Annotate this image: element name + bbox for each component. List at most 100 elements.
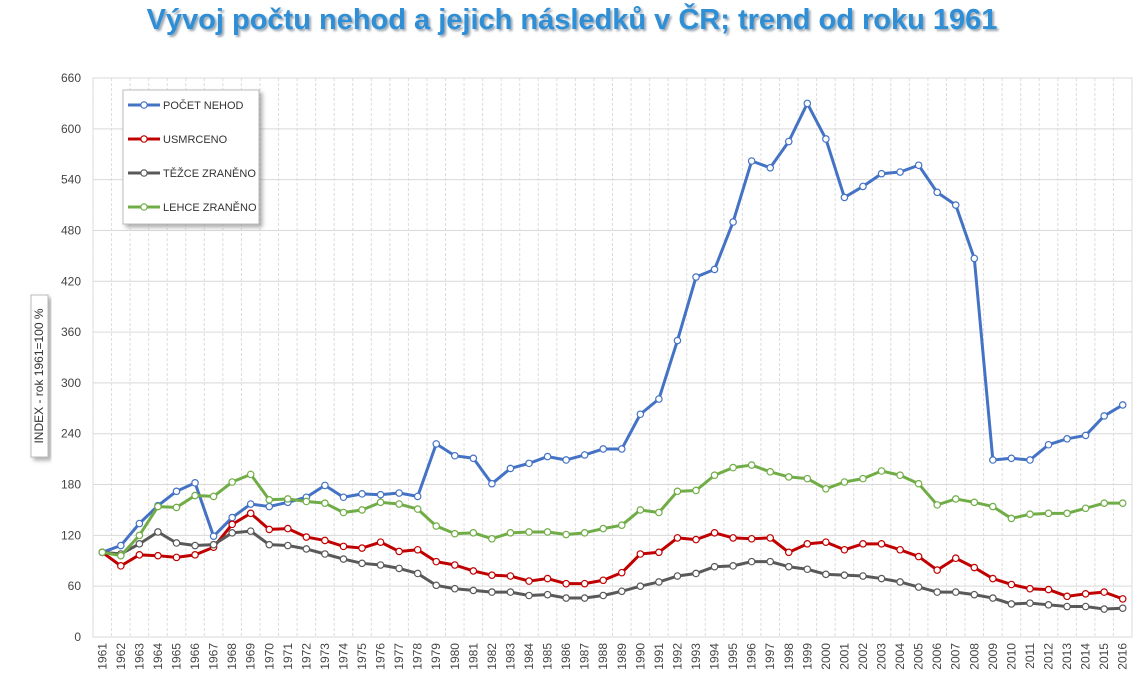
data-point (469, 529, 478, 537)
data-point (525, 459, 533, 468)
chart-title: Vývoj počtu nehod a jejich následků v ČR… (146, 4, 998, 36)
data-point (599, 445, 608, 453)
data-point (432, 557, 441, 566)
x-tick-label: 2010 (1004, 643, 1018, 670)
data-point (896, 168, 904, 176)
data-point (450, 584, 459, 593)
data-point (710, 529, 719, 537)
x-tick-label: 1973 (318, 643, 332, 670)
series-0 (98, 99, 1127, 557)
data-point (358, 506, 366, 514)
data-point (413, 569, 422, 578)
data-point (265, 540, 274, 549)
data-point (117, 551, 125, 560)
x-tick-label: 1961 (95, 643, 109, 670)
data-point (1100, 588, 1108, 596)
data-point (692, 535, 700, 544)
data-point (840, 478, 849, 486)
x-tick-label: 1970 (262, 643, 276, 670)
x-tick-label: 1999 (800, 643, 814, 670)
data-point (265, 502, 274, 511)
data-point (933, 501, 941, 509)
data-point (692, 569, 700, 578)
data-point (154, 528, 162, 536)
data-point (803, 99, 812, 108)
data-point (1081, 431, 1090, 440)
x-tick-label: 1968 (225, 643, 239, 670)
data-point (562, 579, 570, 588)
data-point (617, 568, 626, 577)
data-point (209, 540, 218, 549)
data-point (135, 531, 144, 540)
data-point (432, 440, 441, 448)
data-point (432, 581, 441, 590)
data-point (506, 464, 515, 473)
x-tick-label: 1987 (578, 643, 592, 670)
data-point (599, 576, 608, 585)
data-point (989, 456, 997, 464)
data-point (896, 578, 904, 586)
data-point (246, 500, 255, 508)
data-point (822, 484, 830, 493)
data-point (822, 570, 830, 579)
data-point (302, 533, 311, 541)
data-point (766, 534, 775, 542)
x-tick-label: 1962 (114, 643, 128, 670)
data-point (580, 529, 589, 537)
data-point (970, 254, 979, 263)
x-tick-label: 2001 (837, 643, 851, 670)
data-point (265, 495, 274, 504)
data-point (488, 571, 496, 579)
legend-item: LEHCE ZRANĚNO (128, 201, 257, 214)
data-point (1044, 509, 1053, 518)
data-point (488, 588, 496, 596)
data-point (172, 487, 181, 496)
data-point (580, 594, 589, 602)
data-point (191, 491, 199, 500)
legend-marker (140, 169, 148, 177)
data-point (803, 565, 812, 574)
data-point (358, 559, 366, 568)
data-point (1044, 585, 1053, 594)
data-point (1007, 454, 1016, 463)
data-point (784, 548, 793, 557)
data-point (525, 528, 533, 536)
x-tick-label: 1998 (782, 643, 796, 670)
x-tick-label: 2004 (893, 643, 907, 670)
data-point (636, 550, 645, 558)
data-point (339, 555, 348, 563)
data-point (562, 594, 570, 602)
data-point (228, 520, 236, 529)
data-point (1026, 510, 1034, 518)
data-point (543, 590, 552, 599)
x-tick-label: 1988 (596, 643, 610, 670)
data-point (877, 574, 886, 583)
y-tick-label: 660 (61, 71, 81, 85)
data-point (710, 562, 719, 571)
data-point (655, 578, 663, 586)
data-point (358, 490, 366, 498)
data-point (692, 486, 700, 495)
data-point (784, 473, 793, 481)
data-point (655, 508, 663, 517)
data-point (859, 182, 867, 191)
data-point (710, 265, 719, 274)
data-point (970, 590, 979, 599)
data-point (450, 451, 459, 460)
data-point (636, 506, 645, 514)
data-point (321, 499, 329, 507)
data-point (636, 410, 645, 419)
x-tick-label: 1977 (392, 643, 406, 670)
x-tick-label: 1979 (429, 643, 443, 670)
legend-label: POČET NEHOD (163, 99, 244, 112)
data-point (543, 574, 552, 583)
data-point (358, 544, 366, 552)
x-tick-label: 2013 (1060, 643, 1074, 670)
data-point (525, 577, 533, 585)
data-point (376, 538, 385, 546)
x-tick-label: 2002 (856, 643, 870, 670)
data-point (284, 541, 292, 550)
data-point (395, 564, 403, 573)
data-point (191, 551, 199, 559)
